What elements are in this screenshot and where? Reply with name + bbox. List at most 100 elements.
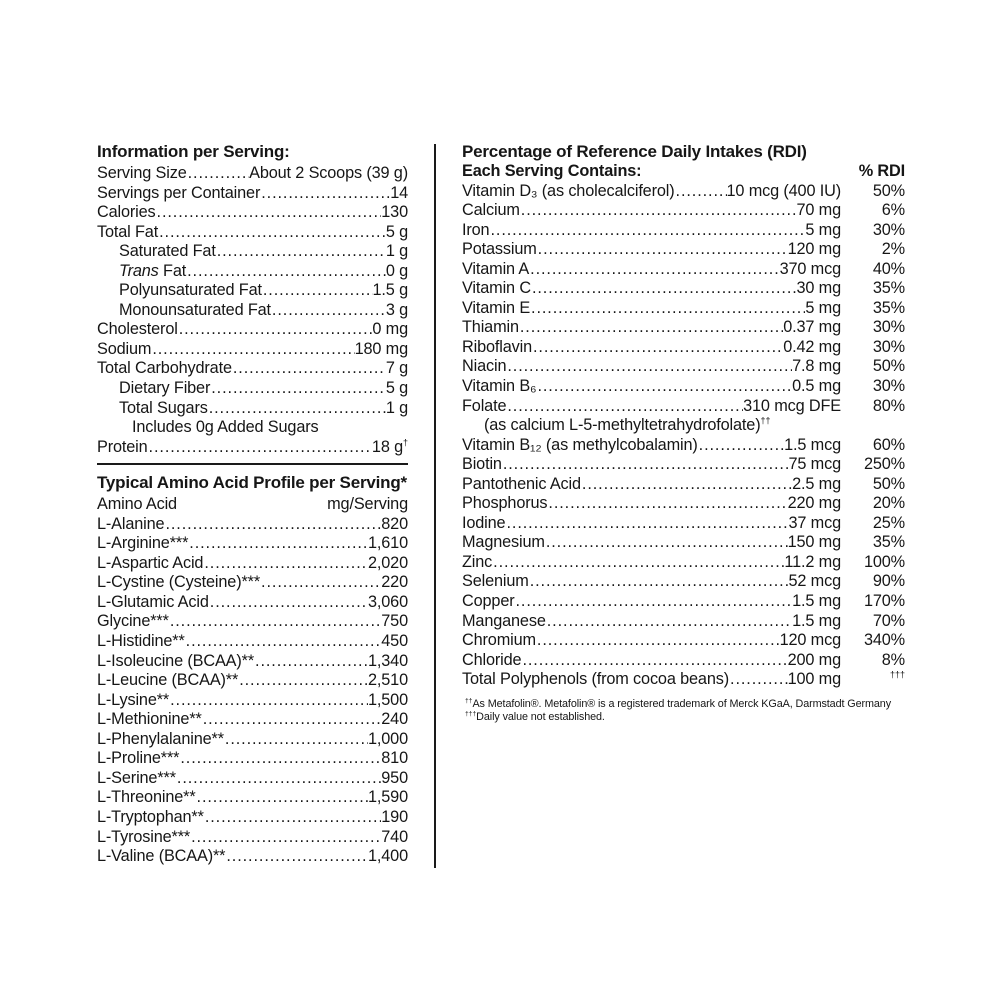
row-value: 200 mg: [787, 650, 842, 669]
row-label: Polyunsaturated Fat: [119, 281, 262, 300]
row-label: Vitamin B₆: [462, 377, 537, 396]
row-percent: 100%: [863, 552, 905, 571]
dot-leader: [151, 340, 354, 360]
row-value: 1,400: [368, 847, 408, 866]
dot-leader: [529, 260, 779, 280]
row-value: About 2 Scoops (39 g): [249, 164, 408, 182]
row-value: 1.5 mg: [792, 611, 841, 630]
table-row: Zinc 11.2 mg 100%: [462, 553, 905, 573]
row-percent: 25%: [872, 513, 905, 532]
row-value: 5 g: [385, 222, 408, 241]
row-value: 810: [381, 749, 408, 768]
footnote: ††As Metafolin®. Metafolin® is a registe…: [465, 697, 891, 710]
dot-leader: [489, 221, 805, 241]
row-value: 1,340: [368, 651, 408, 670]
row-label: L-Arginine***: [97, 534, 189, 553]
row-label: L-Leucine (BCAA)**: [97, 671, 239, 690]
row-value: 0 mg: [372, 320, 408, 339]
table-row: Vitamin D₃ (as cholecalciferol) 10 mcg (4…: [462, 182, 905, 202]
footnote: †††Daily value not established.: [465, 710, 605, 723]
row-value: 310 mcg DFE: [743, 396, 841, 415]
dot-leader: [502, 455, 789, 475]
dot-leader: [698, 436, 784, 456]
rdi-rows: Vitamin D₃ (as cholecalciferol) 10 mcg (4…: [462, 182, 905, 690]
dot-leader: [260, 184, 390, 204]
dot-leader: [675, 182, 727, 202]
row-value: 740: [381, 827, 408, 846]
row-value: 1,590: [368, 788, 408, 807]
table-row: Thiamin 0.37 mg 30%: [462, 318, 905, 338]
row-value: 100 mg: [787, 670, 842, 689]
dot-leader: [529, 572, 789, 592]
section-title-rdi: Percentage of Reference Daily Intakes (R…: [462, 142, 807, 161]
row-label: Total Carbohydrate: [97, 359, 232, 378]
dot-leader: [506, 357, 792, 377]
row-value: 190: [381, 807, 408, 826]
row-label: Chloride: [462, 650, 522, 669]
row-percent: 250%: [863, 455, 905, 474]
row-label: L-Methionine**: [97, 710, 202, 729]
table-row: L-Alanine 820: [97, 515, 408, 535]
table-row: Riboflavin 0.42 mg 30%: [462, 338, 905, 358]
row-label: L-Tyrosine***: [97, 827, 191, 846]
dot-leader: [521, 651, 787, 671]
row-value: 30 mg: [796, 279, 841, 298]
dot-leader: [156, 203, 382, 223]
row-value: 820: [381, 514, 408, 533]
row-percent: 340%: [863, 631, 905, 650]
row-label: Vitamin D₃ (as cholecalciferol): [462, 181, 675, 200]
dot-leader: [148, 438, 372, 458]
dot-leader: [254, 652, 368, 672]
row-percent: 8%: [881, 650, 905, 669]
section-divider: [97, 463, 408, 466]
row-value: 0.42 mg: [783, 337, 841, 356]
row-value: 180 mg: [354, 339, 409, 358]
dot-leader: [190, 828, 381, 848]
dot-leader: [225, 847, 368, 867]
dot-leader: [187, 164, 250, 184]
row-label: Dietary Fiber: [119, 379, 211, 398]
table-row: Magnesium 150 mg 35%: [462, 533, 905, 553]
table-row: Trans Fat 0 g: [97, 262, 408, 282]
row-label: L-Histidine**: [97, 632, 185, 651]
amino-column-unit: mg/Serving: [327, 495, 408, 514]
row-value: 2,510: [368, 671, 408, 690]
row-percent: †††: [890, 669, 905, 680]
row-value: 1 g: [385, 398, 408, 417]
table-row: Calories 130: [97, 203, 408, 223]
row-label: L-Tryptophan**: [97, 807, 204, 826]
row-percent: 50%: [872, 181, 905, 200]
row-label: Iron: [462, 220, 490, 239]
row-value: 7.8 mg: [792, 357, 841, 376]
table-row: Copper 1.5 mg 170%: [462, 592, 905, 612]
row-value: 5 mg: [805, 220, 841, 239]
dot-leader: [530, 299, 805, 319]
table-row: Biotin 75 mcg 250%: [462, 455, 905, 475]
table-row: Total Sugars 1 g: [97, 399, 408, 419]
row-label: Cholesterol: [97, 320, 178, 339]
row-value: 11.2 mg: [784, 552, 841, 571]
table-row: L-Valine (BCAA)** 1,400: [97, 847, 408, 867]
row-percent: 50%: [872, 357, 905, 376]
dot-leader: [185, 632, 382, 652]
row-percent: 50%: [872, 474, 905, 493]
row-label: Selenium: [462, 572, 529, 591]
dot-leader: [210, 379, 386, 399]
table-row: L-Arginine*** 1,610: [97, 534, 408, 554]
row-label: Monounsaturated Fat: [119, 300, 271, 319]
table-row: Vitamin E 5 mg 35%: [462, 299, 905, 319]
dot-leader: [164, 515, 381, 535]
dot-leader: [506, 397, 743, 417]
row-label: Saturated Fat: [119, 242, 216, 261]
dot-leader: [196, 788, 368, 808]
table-row: Saturated Fat 1 g: [97, 242, 408, 262]
row-value: 3 g: [385, 300, 408, 319]
row-value: 1.5 g: [372, 281, 409, 300]
table-row: Vitamin C 30 mg 35%: [462, 279, 905, 299]
dot-leader: [547, 494, 787, 514]
table-row: L-Glutamic Acid 3,060: [97, 593, 408, 613]
dot-leader: [188, 534, 368, 554]
dot-leader: [519, 318, 783, 338]
row-value: 10 mcg (400 IU): [726, 181, 842, 200]
row-value: 150 mg: [787, 533, 842, 552]
